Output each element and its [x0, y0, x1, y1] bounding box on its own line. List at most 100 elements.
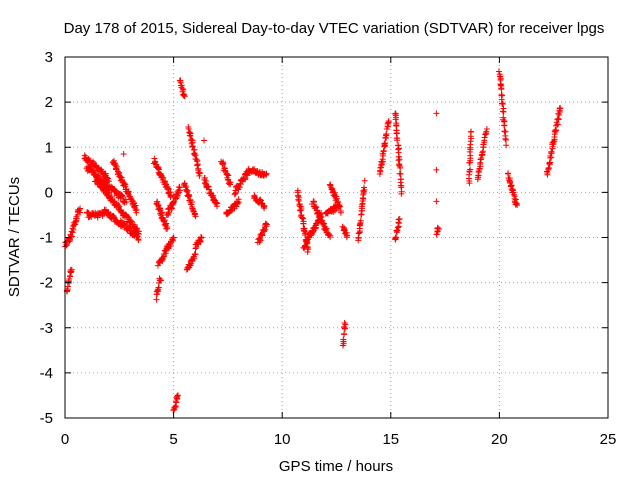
- data-point: [315, 209, 322, 216]
- data-point: [198, 235, 205, 242]
- data-point: [395, 157, 402, 164]
- data-point: [377, 164, 384, 171]
- y-tick-label: 3: [45, 49, 53, 66]
- data-point: [180, 92, 187, 99]
- data-point: [304, 249, 311, 256]
- data-point: [495, 68, 502, 75]
- x-tick-label: 25: [600, 431, 617, 448]
- data-point: [394, 224, 401, 231]
- data-point: [159, 209, 166, 216]
- data-point: [187, 132, 194, 139]
- data-point: [312, 203, 319, 210]
- data-point: [185, 125, 192, 132]
- y-tick-label: 0: [45, 184, 53, 201]
- data-point: [466, 180, 473, 187]
- data-point: [310, 199, 317, 206]
- data-point: [263, 221, 270, 228]
- data-point: [483, 125, 490, 132]
- data-point: [482, 131, 489, 138]
- data-point: [113, 165, 120, 172]
- x-tick-labels: 0 5 10 15 20 25: [61, 431, 617, 448]
- data-point: [341, 325, 348, 332]
- data-point: [511, 193, 518, 200]
- data-point: [227, 179, 234, 186]
- data-point: [302, 228, 309, 235]
- data-point: [186, 129, 193, 136]
- y-tick-label: -2: [40, 275, 53, 292]
- data-point: [153, 296, 160, 303]
- data-point: [385, 119, 392, 126]
- data-point: [122, 181, 129, 188]
- data-point: [554, 121, 561, 128]
- data-point: [433, 166, 440, 173]
- y-tick-label: -3: [40, 320, 53, 337]
- data-point: [393, 121, 400, 128]
- data-point: [303, 238, 310, 245]
- data-point: [257, 196, 264, 203]
- data-point: [506, 178, 513, 185]
- data-point: [336, 203, 343, 210]
- data-point: [181, 93, 188, 100]
- data-point: [262, 220, 269, 227]
- data-point: [166, 209, 173, 216]
- data-point: [181, 180, 188, 187]
- data-point: [68, 266, 75, 273]
- data-point: [397, 164, 404, 171]
- data-point: [158, 210, 165, 217]
- data-point: [393, 234, 400, 241]
- data-point: [189, 143, 196, 150]
- data-point: [164, 224, 171, 231]
- data-point: [344, 232, 351, 239]
- data-point: [102, 178, 109, 185]
- data-point: [340, 336, 347, 343]
- data-point: [154, 198, 161, 205]
- x-tick-label: 10: [274, 431, 291, 448]
- y-tick-label: -1: [40, 230, 53, 247]
- data-point: [192, 213, 199, 220]
- data-point: [256, 236, 263, 243]
- data-point: [104, 175, 111, 182]
- data-point: [475, 172, 482, 179]
- data-point: [398, 190, 405, 197]
- data-point: [174, 392, 181, 399]
- data-point: [193, 244, 200, 251]
- data-point: [257, 237, 264, 244]
- data-point: [96, 178, 103, 185]
- data-point: [545, 165, 552, 172]
- data-point: [102, 206, 109, 213]
- data-point: [335, 199, 342, 206]
- data-point: [128, 218, 135, 225]
- y-axis-label: SDTVAR / TECUs: [6, 177, 23, 297]
- data-point: [135, 237, 142, 244]
- data-point: [435, 225, 442, 232]
- data-point: [157, 277, 164, 284]
- y-tick-label: 2: [45, 94, 53, 111]
- data-point: [123, 222, 130, 229]
- data-point: [468, 128, 475, 135]
- axis-ticks: [64, 56, 609, 419]
- data-point: [174, 392, 181, 399]
- data-point: [383, 131, 390, 138]
- data-point: [77, 205, 84, 212]
- data-point: [501, 122, 508, 129]
- data-point: [180, 91, 187, 98]
- data-point: [555, 116, 562, 123]
- data-point: [331, 189, 338, 196]
- data-point: [341, 226, 348, 233]
- data-point: [121, 181, 128, 188]
- data-point: [64, 283, 71, 290]
- data-point: [305, 246, 312, 253]
- y-tick-labels: -5 -4 -3 -2 -1 0 1 2 3: [40, 49, 53, 427]
- data-point: [205, 183, 212, 190]
- data-point: [262, 226, 269, 233]
- x-tick-label: 5: [169, 431, 177, 448]
- data-point: [514, 202, 521, 209]
- data-point: [497, 81, 504, 88]
- data-point: [393, 114, 400, 121]
- x-tick-label: 0: [61, 431, 69, 448]
- data-point: [510, 191, 517, 198]
- data-point: [481, 134, 488, 141]
- x-axis-label: GPS time / hours: [279, 458, 393, 475]
